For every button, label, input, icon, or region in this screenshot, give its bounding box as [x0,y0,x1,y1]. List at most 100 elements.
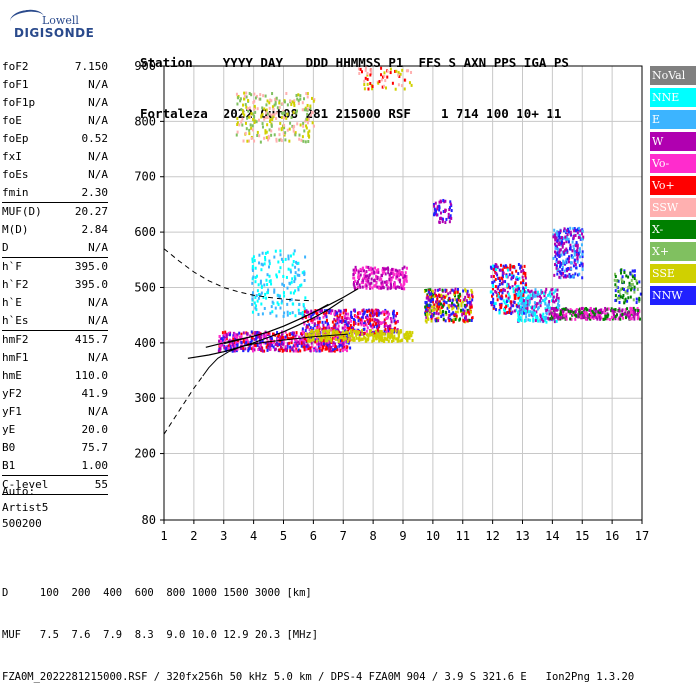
echo-point [252,345,255,349]
echo-point [292,291,295,295]
echo-point [614,274,617,278]
echo-point [451,301,454,305]
param-label: fxI [2,150,22,163]
echo-point [301,327,304,331]
echo-point [338,348,341,352]
echo-point [386,75,389,79]
echo-point [445,288,448,292]
echo-point [335,337,338,341]
echo-point [268,112,271,116]
echo-point [552,307,555,311]
echo-point [322,326,325,330]
param-value: N/A [88,296,108,309]
echo-point [633,311,636,315]
echo-point [364,283,367,287]
echo-point [258,338,261,342]
echo-point [377,335,380,339]
echo-point [342,311,345,315]
echo-point [630,278,633,282]
y-tick-label: 800 [134,114,156,128]
echo-point [458,292,461,296]
echo-point [363,83,366,87]
echo-point [556,253,559,257]
echo-point [569,230,572,234]
echo-point [235,92,238,96]
echo-point [338,318,341,322]
echo-point [363,336,366,340]
echo-point [324,313,327,317]
x-tick-label: 10 [426,529,440,543]
echo-point [577,251,580,255]
echo-point [575,308,578,312]
echo-point [502,271,505,275]
echo-point [533,304,536,308]
echo-point [258,134,261,138]
echo-point [322,333,325,337]
echo-point [253,120,256,124]
echo-point [453,313,456,317]
echo-point [261,340,264,344]
echo-point [382,84,385,88]
echo-point [546,304,549,308]
echo-point [554,238,557,242]
echo-point [519,296,522,300]
echo-point [344,337,347,341]
echo-point [622,316,625,320]
echo-point [390,329,393,333]
echo-point [372,335,375,339]
param-value: 2.30 [81,186,109,199]
echo-point [502,308,505,312]
echo-point [278,105,281,109]
echo-point [282,112,285,116]
echo-point [325,345,328,349]
echo-point [383,324,386,328]
echo-point [504,264,507,268]
echo-point [530,305,533,309]
echo-point [581,237,584,241]
echo-point [389,330,392,334]
echo-point [253,107,256,111]
echo-point [378,321,381,325]
echo-point [396,272,399,276]
echo-point [494,308,497,312]
echo-point [260,302,263,306]
echo-point [361,329,364,333]
echo-point [290,298,293,302]
param-label: D [2,241,9,254]
echo-point [344,325,347,329]
echo-point [566,257,569,261]
echo-point [295,333,298,337]
echo-point [559,239,562,243]
echo-point [510,264,513,268]
echo-point [498,311,501,315]
echo-point [563,269,566,273]
echo-point [280,111,283,115]
echo-point [324,338,327,342]
echo-point [384,79,387,83]
echo-point [323,339,326,343]
echo-point [269,337,272,341]
echo-point [512,274,515,278]
echo-point [386,281,389,285]
echo-point [381,336,384,340]
echo-point [236,102,239,106]
echo-point [389,67,392,71]
echo-point [347,328,350,332]
echo-point [279,339,282,343]
echo-point [253,99,256,103]
echo-point [578,264,581,268]
echo-point [490,266,493,270]
echo-point [598,315,601,319]
echo-point [286,346,289,350]
echo-point [445,311,448,315]
echo-point [318,349,321,353]
echo-point [632,315,635,319]
echo-point [300,283,303,287]
echo-point [565,267,568,271]
echo-point [371,87,374,91]
echo-point [562,250,565,254]
echo-point [242,103,245,107]
echo-point [492,297,495,301]
echo-point [244,103,247,107]
param-label: foF2 [2,60,29,73]
